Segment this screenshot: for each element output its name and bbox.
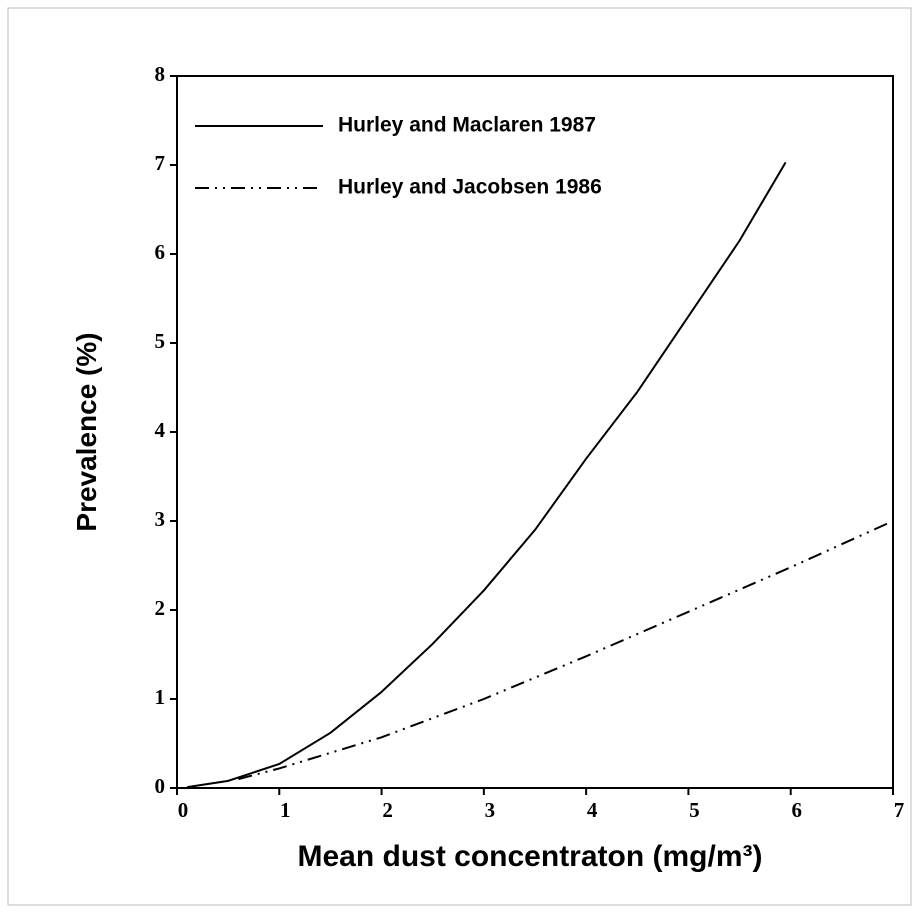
y-tick-label: 3 bbox=[155, 507, 166, 531]
series-line bbox=[187, 161, 787, 789]
x-tick-label: 5 bbox=[689, 798, 700, 822]
frame bbox=[7, 7, 912, 906]
y-tick-label: 0 bbox=[155, 774, 166, 798]
x-tick-label: 0 bbox=[178, 798, 189, 822]
y-tick-label: 7 bbox=[155, 151, 166, 175]
y-tick-label: 8 bbox=[155, 62, 166, 86]
x-tick-label: 7 bbox=[894, 798, 905, 822]
x-axis-label: Mean dust concentraton (mg/m³) bbox=[297, 840, 762, 873]
y-tick-label: 4 bbox=[155, 418, 166, 442]
legend-label: Hurley and Maclaren 1987 bbox=[338, 114, 596, 137]
legend-label: Hurley and Jacobsen 1986 bbox=[338, 176, 602, 199]
x-tick-label: 6 bbox=[791, 798, 802, 822]
x-tick-label: 1 bbox=[280, 798, 291, 822]
x-tick-label: 3 bbox=[485, 798, 496, 822]
y-tick-label: 6 bbox=[155, 240, 166, 264]
y-axis-label: Prevalence (%) bbox=[71, 332, 102, 531]
y-tick-label: 2 bbox=[155, 596, 166, 620]
y-tick-label: 5 bbox=[155, 329, 166, 353]
series-line bbox=[238, 520, 894, 781]
y-tick-label: 1 bbox=[155, 685, 166, 709]
x-tick-label: 4 bbox=[587, 798, 598, 822]
x-tick-label: 2 bbox=[382, 798, 393, 822]
